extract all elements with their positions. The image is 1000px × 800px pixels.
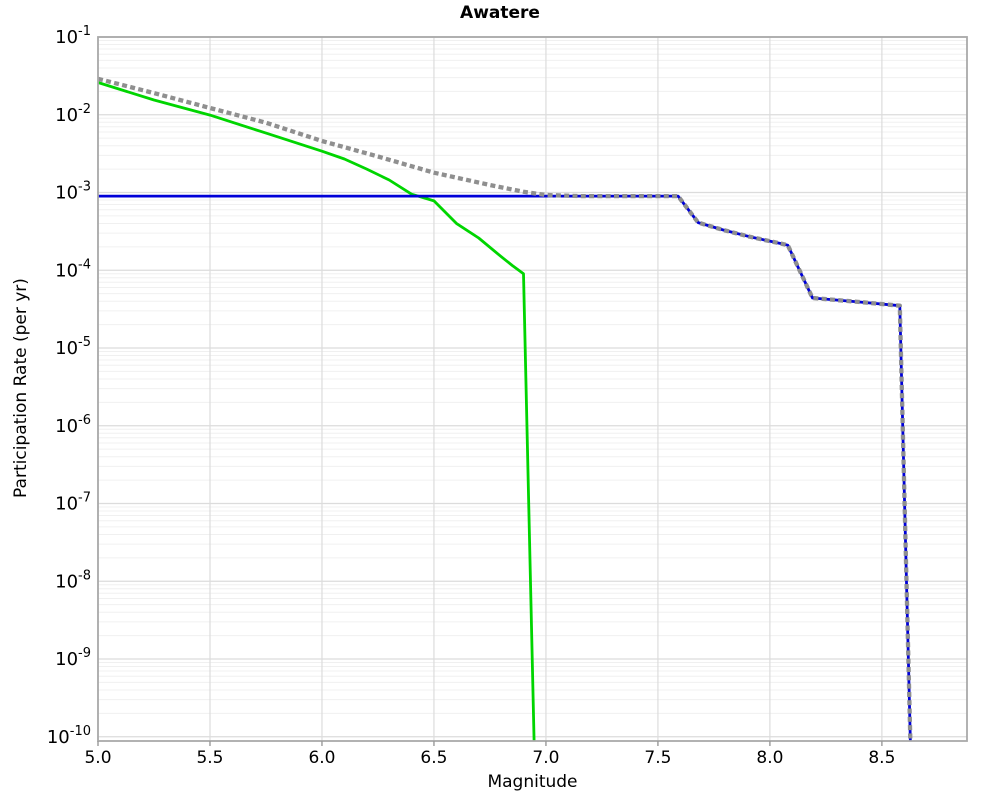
y-tick-label: 10-6 [55, 413, 91, 437]
x-axis-title: Magnitude [487, 772, 578, 792]
x-tick-label: 7.5 [644, 748, 671, 768]
y-tick-label: 10-10 [47, 724, 91, 748]
x-tick-label: 6.5 [420, 748, 447, 768]
series-green-solid-curve [98, 81, 536, 741]
x-tick-label: 5.0 [84, 748, 111, 768]
y-tick-label: 10-2 [55, 102, 91, 126]
x-tick-label: 7.0 [532, 748, 559, 768]
x-tick-label: 8.0 [756, 748, 783, 768]
y-tick-labels: 10-1 10-2 10-3 10-4 10-5 10-6 10-7 10-8 10-9 10-1… [47, 24, 91, 748]
y-tick-label: 10-9 [55, 646, 91, 670]
series-gray-dotted-curve [98, 76, 913, 741]
y-tick-label: 10-4 [55, 257, 91, 281]
series-group [98, 76, 913, 741]
plot-frame [97, 36, 968, 742]
y-tick-label: 10-5 [55, 335, 91, 359]
y-tick-label: 10-8 [55, 568, 91, 592]
x-tick-label: 8.5 [868, 748, 895, 768]
x-tick-label: 5.5 [196, 748, 223, 768]
grid-vertical-lines [97, 37, 883, 741]
x-tick-labels: 5.0 5.5 6.0 6.5 7.0 7.5 8.0 8.5 [84, 741, 895, 768]
x-tick-label: 6.0 [308, 748, 335, 768]
y-tick-label: 10-3 [55, 180, 91, 204]
y-tick-label: 10-1 [55, 24, 91, 48]
chart-title: Awatere [460, 3, 540, 23]
y-tick-label: 10-7 [55, 491, 91, 515]
